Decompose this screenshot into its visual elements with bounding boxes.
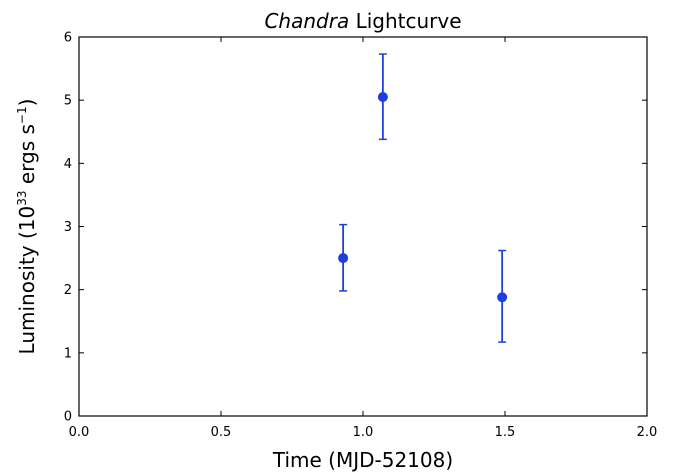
data-point: [497, 292, 508, 303]
y-axis-label: Luminosity (1033 ergs s−1): [15, 99, 39, 355]
y-tick-label: 1: [64, 346, 72, 361]
y-axis-label-main: Luminosity (10: [15, 206, 39, 355]
x-tick-label: 0.5: [211, 425, 232, 440]
y-axis-label-exp1: 33: [15, 190, 29, 205]
y-tick-label: 3: [64, 220, 72, 235]
data-marks: [338, 53, 508, 343]
y-axis-label-exp2: −1: [15, 106, 29, 124]
data-point: [377, 92, 388, 103]
x-tick-label: 1.0: [353, 425, 374, 440]
chart-title: Chandra Lightcurve: [264, 9, 461, 33]
y-tick-label: 0: [64, 410, 72, 425]
y-axis-label-close: ): [15, 99, 39, 107]
y-tick-label: 6: [64, 31, 72, 46]
x-tick-label: 1.5: [495, 425, 516, 440]
plot-frame: [78, 36, 648, 417]
y-tick-label: 4: [64, 157, 72, 172]
y-tick-label: 5: [64, 94, 72, 109]
y-tick-label: 2: [64, 283, 72, 298]
x-tick-label: 0.0: [69, 425, 90, 440]
data-point: [338, 253, 349, 264]
chart-title-rest: Lightcurve: [356, 9, 462, 33]
x-axis-label: Time (MJD-52108): [272, 448, 453, 472]
axis-ticks: 0.0 0.5 1.0 1.5 2.0 0 1 2 3 4 5 6: [64, 31, 658, 441]
chart-title-italic: Chandra: [264, 9, 349, 33]
y-axis-label-mid: ergs s: [15, 124, 39, 190]
x-tick-label: 2.0: [637, 425, 658, 440]
